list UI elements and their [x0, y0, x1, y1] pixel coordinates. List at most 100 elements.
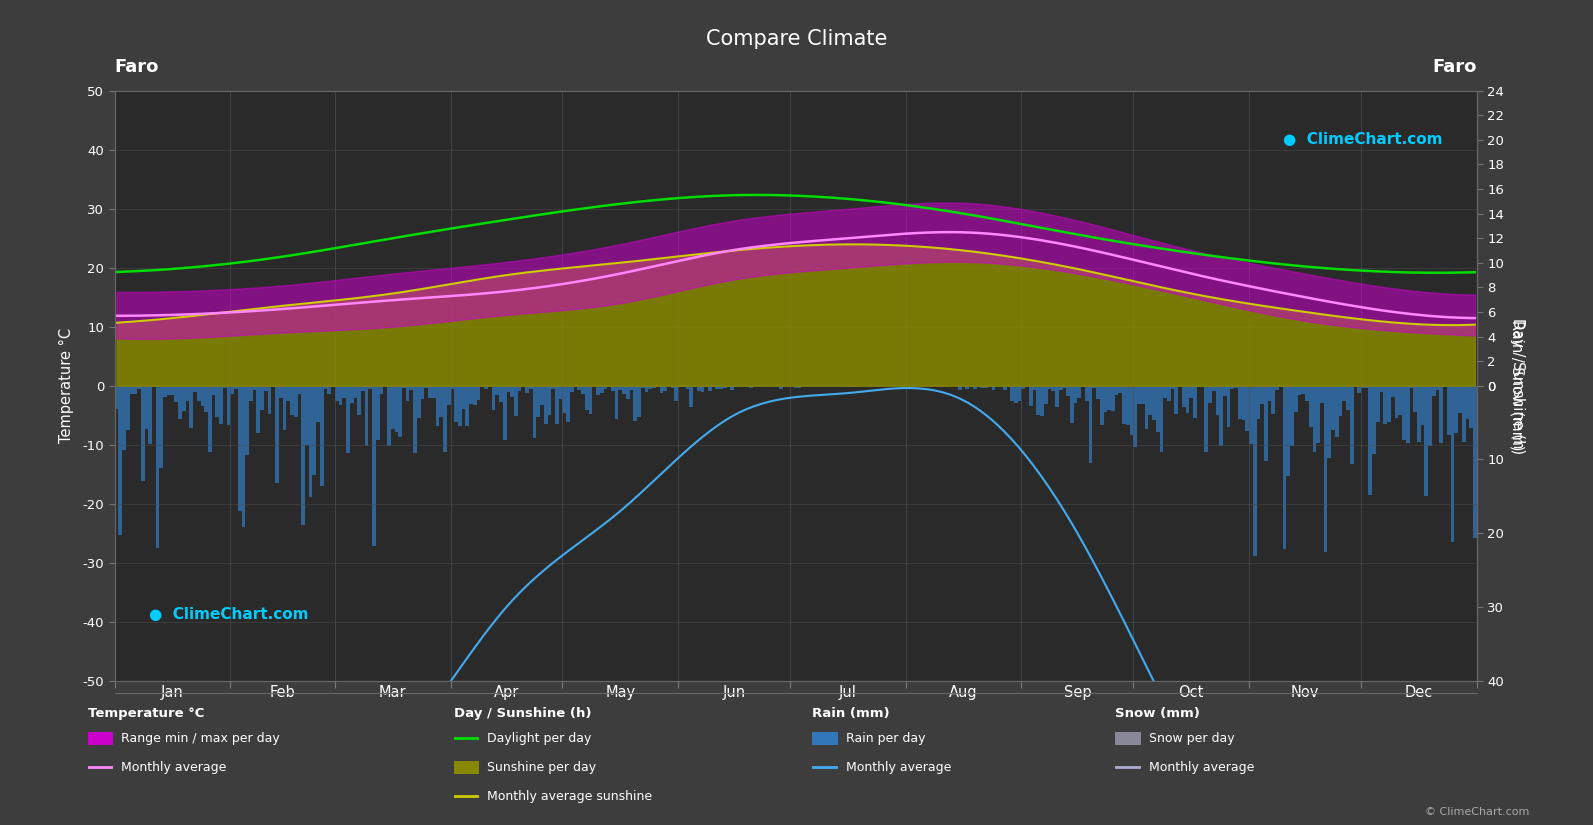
Bar — [126, 386, 129, 431]
Bar — [1241, 386, 1246, 420]
Bar — [167, 386, 170, 395]
Bar — [1424, 386, 1429, 496]
Bar — [406, 386, 409, 401]
Bar — [476, 386, 481, 400]
Bar — [1063, 386, 1066, 388]
Bar — [526, 386, 529, 393]
Bar — [629, 386, 634, 390]
Bar — [1149, 386, 1152, 415]
Bar — [459, 386, 462, 427]
Bar — [1040, 386, 1043, 416]
Bar — [484, 386, 487, 389]
Bar — [1182, 386, 1185, 408]
Bar — [1454, 386, 1458, 433]
Bar — [237, 386, 242, 511]
Bar — [1338, 386, 1343, 416]
Bar — [701, 386, 704, 392]
Bar — [231, 386, 234, 394]
Bar — [413, 386, 417, 453]
Bar — [1301, 386, 1305, 394]
Bar — [1015, 386, 1018, 403]
Bar — [652, 386, 656, 389]
Bar — [1070, 386, 1074, 423]
Bar — [268, 386, 271, 413]
Bar — [980, 386, 984, 388]
Bar — [1260, 386, 1263, 404]
Bar — [1126, 386, 1129, 425]
Bar — [1257, 386, 1260, 419]
Bar — [1405, 386, 1410, 443]
Text: Faro: Faro — [1432, 58, 1477, 76]
Text: Snow per day: Snow per day — [1149, 732, 1235, 745]
Bar — [470, 386, 473, 404]
Bar — [612, 386, 615, 391]
Bar — [1376, 386, 1380, 422]
Bar — [1332, 386, 1335, 430]
Bar — [1298, 386, 1301, 395]
Bar — [977, 386, 980, 387]
Bar — [693, 386, 696, 387]
Bar — [339, 386, 342, 405]
Bar — [503, 386, 507, 441]
Bar — [198, 386, 201, 401]
Bar — [446, 386, 451, 405]
Bar — [129, 386, 134, 394]
Bar — [757, 386, 760, 387]
Bar — [1066, 386, 1070, 396]
Bar — [1093, 386, 1096, 389]
Bar — [1429, 386, 1432, 446]
Bar — [551, 386, 554, 389]
Bar — [1309, 386, 1313, 427]
Bar — [1152, 386, 1157, 421]
Bar — [1383, 386, 1388, 424]
Bar — [712, 386, 715, 387]
Bar — [421, 386, 424, 398]
Bar — [1077, 386, 1082, 398]
Bar — [1394, 386, 1399, 418]
Bar — [1207, 386, 1212, 403]
Bar — [151, 386, 156, 387]
Bar — [1115, 386, 1118, 395]
Bar — [827, 386, 832, 388]
Bar — [1179, 386, 1182, 387]
Bar — [1032, 386, 1037, 390]
Bar — [451, 386, 454, 389]
Bar — [1305, 386, 1309, 401]
Bar — [734, 386, 738, 387]
Bar — [1219, 386, 1223, 446]
Bar — [1399, 386, 1402, 415]
Bar — [618, 386, 623, 390]
Bar — [1074, 386, 1077, 403]
Bar — [554, 386, 559, 424]
Bar — [1193, 386, 1196, 418]
Bar — [1133, 386, 1137, 447]
Bar — [1446, 386, 1451, 435]
Text: Rain per day: Rain per day — [846, 732, 926, 745]
Bar — [328, 386, 331, 394]
Text: Rain (mm): Rain (mm) — [812, 707, 890, 720]
Bar — [186, 386, 190, 401]
Bar — [145, 386, 148, 429]
Bar — [604, 386, 607, 389]
Bar — [562, 386, 566, 413]
Text: Temperature °C: Temperature °C — [88, 707, 204, 720]
Bar — [156, 386, 159, 549]
Bar — [1462, 386, 1466, 442]
Bar — [1290, 386, 1294, 446]
Text: Monthly average: Monthly average — [1149, 761, 1254, 774]
Bar — [182, 386, 186, 411]
Bar — [148, 386, 151, 444]
Bar — [354, 386, 357, 398]
Bar — [707, 386, 712, 390]
Bar — [1212, 386, 1215, 391]
Bar — [1190, 386, 1193, 398]
Bar — [376, 386, 379, 440]
Bar — [537, 386, 540, 417]
Bar — [287, 386, 290, 401]
Bar — [1085, 386, 1088, 401]
Bar — [559, 386, 562, 398]
Bar — [1201, 386, 1204, 387]
Bar — [271, 386, 276, 387]
Bar — [685, 386, 690, 389]
Bar — [1249, 386, 1252, 445]
